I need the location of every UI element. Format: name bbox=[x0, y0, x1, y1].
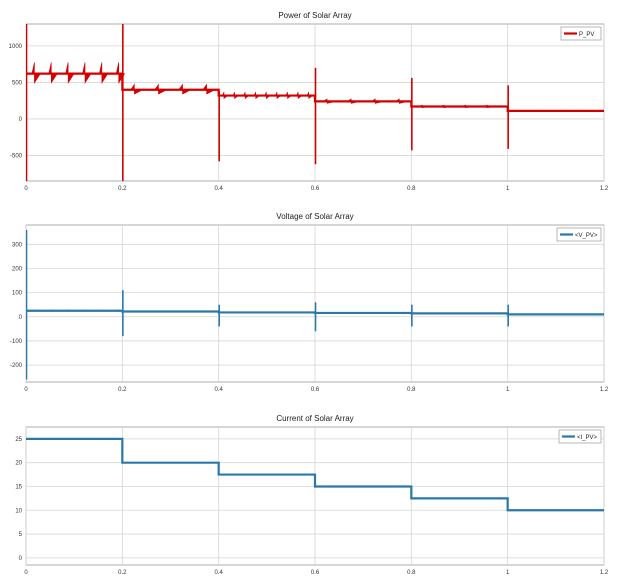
x-tick-label: 0.2 bbox=[118, 186, 127, 192]
series-P_PV bbox=[26, 24, 604, 181]
x-tick-label: 0.6 bbox=[311, 186, 320, 192]
y-tick-label: 1000 bbox=[9, 44, 23, 50]
x-tick-label: 1.2 bbox=[600, 570, 609, 576]
x-tick-label: 1.2 bbox=[600, 387, 609, 393]
y-tick-label: 15 bbox=[15, 484, 22, 490]
y-tick-label: 0 bbox=[19, 117, 23, 123]
x-tick-label: 0.8 bbox=[407, 387, 416, 393]
legend: P_PV bbox=[560, 26, 602, 41]
legend-label: P_PV bbox=[579, 32, 594, 38]
y-tick-label: 0 bbox=[19, 556, 23, 562]
y-tick-label: 200 bbox=[12, 266, 23, 272]
series-line bbox=[26, 437, 604, 512]
y-tick-label: 100 bbox=[12, 291, 23, 297]
x-tick-label: 1 bbox=[506, 387, 510, 393]
legend: <I_PV> bbox=[558, 429, 602, 444]
x-tick-label: 0.6 bbox=[311, 570, 320, 576]
chart-title: Current of Solar Array bbox=[276, 414, 353, 423]
y-tick-label: -100 bbox=[10, 339, 23, 345]
x-tick-label: 0.2 bbox=[118, 387, 127, 393]
x-tick-label: 1.2 bbox=[600, 186, 609, 192]
y-tick-label: 25 bbox=[15, 437, 22, 443]
y-tick-label: 0 bbox=[19, 315, 23, 321]
chart-title: Power of Solar Array bbox=[278, 11, 351, 20]
y-tick-label: -200 bbox=[10, 363, 23, 369]
ripple-band bbox=[130, 83, 216, 95]
x-tick-label: 0.6 bbox=[311, 387, 320, 393]
x-tick-label: 0.4 bbox=[214, 186, 223, 192]
y-tick-label: 500 bbox=[12, 80, 23, 86]
x-tick-label: 0.2 bbox=[118, 570, 127, 576]
x-tick-label: 0 bbox=[24, 387, 28, 393]
x-tick-label: 0.4 bbox=[214, 570, 223, 576]
chart-panel-1: Power of Solar Array 0 0.2 0.4 0.6 0.8 1 1.2 -50… bbox=[9, 11, 609, 192]
y-tick-label: 20 bbox=[15, 461, 22, 467]
x-tick-label: 0.8 bbox=[407, 186, 416, 192]
series-<I_PV> bbox=[26, 437, 604, 512]
ripple-band bbox=[31, 62, 126, 84]
x-tick-label: 0.4 bbox=[214, 387, 223, 393]
ripple-band bbox=[322, 98, 408, 104]
y-tick-label: 10 bbox=[15, 508, 22, 514]
y-tick-label: -500 bbox=[10, 153, 23, 159]
y-tick-label: 5 bbox=[19, 532, 23, 538]
chart-panel-3: Current of Solar Array 0 0.2 0.4 0.6 0.8 1 1.2 0… bbox=[15, 414, 609, 576]
ripple-band bbox=[418, 104, 495, 109]
chart-panel-2: Voltage of Solar Array 0 0.2 0.4 0.6 0.8 1 1.2 -… bbox=[10, 212, 609, 393]
legend-label: <V_PV> bbox=[575, 233, 598, 239]
x-tick-label: 0 bbox=[24, 186, 28, 192]
ripple-band bbox=[221, 91, 314, 100]
legend: <V_PV> bbox=[556, 227, 602, 242]
legend-label: <I_PV> bbox=[577, 435, 598, 441]
series-<V_PV> bbox=[26, 229, 604, 380]
x-tick-label: 1 bbox=[506, 186, 510, 192]
x-tick-label: 1 bbox=[506, 570, 510, 576]
chart-title: Voltage of Solar Array bbox=[276, 212, 353, 221]
x-tick-label: 0 bbox=[24, 570, 28, 576]
x-tick-label: 0.8 bbox=[407, 570, 416, 576]
y-tick-label: 300 bbox=[12, 242, 23, 248]
